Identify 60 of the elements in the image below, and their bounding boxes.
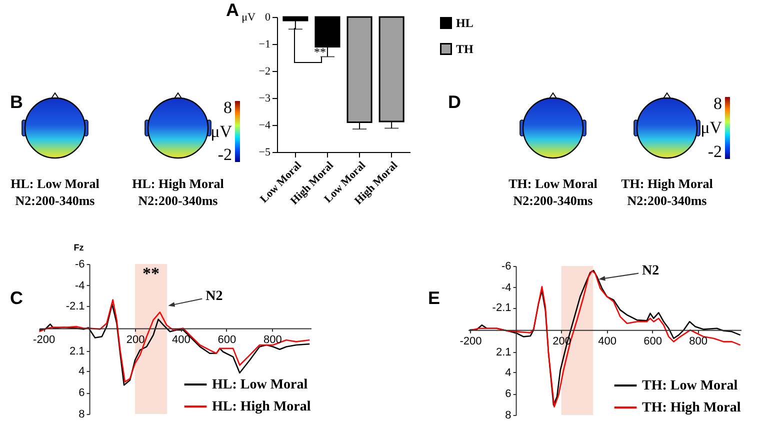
legend-label: HL [456,16,474,30]
x-tick-label: -200 [33,334,56,346]
x-tick-label: -200 [460,335,482,348]
y-axis-title: Fz [74,242,84,252]
y-tick-label: 0 [265,12,271,24]
y-tick-label: 6 [505,388,512,400]
y-tick-label: −5 [258,146,271,158]
text: μV [700,118,722,138]
text: N2:200-340ms [14,193,96,209]
y-tick-label: 4 [505,366,512,379]
x-tick-label: 800 [263,334,282,346]
legend-label: TH: High Moral [642,400,741,416]
text: B [10,92,23,113]
x-tick-label: 400 [172,334,190,346]
text: 8 [714,94,722,114]
y-tick-label: 2.1 [496,346,512,359]
annotation: ** [142,264,160,283]
y-tick-label: -4 [75,280,85,292]
y-tick-label: 2.1 [69,345,85,358]
x-tick-label: 600 [644,335,662,348]
y-tick-label: -6 [501,260,512,272]
text: TH: High Moral [620,176,714,192]
y-tick-label: -6 [75,258,85,270]
y-axis-title: μV [242,12,256,24]
text: D [448,92,461,113]
y-tick-label: -4 [501,282,512,294]
legend-label: TH: Low Moral [642,378,738,394]
x-tick-label: 800 [689,335,708,348]
y-tick-label: 4 [78,366,85,378]
text: 8 [224,98,232,118]
text: μV [210,122,232,142]
text: N2:200-340ms [626,193,708,209]
chart-title: A [226,0,239,21]
text: N2:200-340ms [137,193,219,209]
y-tick-label: 8 [505,410,512,422]
legend-label: HL: High Moral [212,400,311,414]
x-tick-label: 200 [126,334,145,346]
annotation: N2 [206,288,223,304]
text: HL: High Moral [131,176,225,192]
y-tick-label: 8 [78,408,85,420]
text: E [428,288,440,309]
legend-label: TH [456,42,474,56]
text: -2 [218,144,232,165]
text: -2 [708,142,722,162]
y-tick-label: −4 [258,120,271,132]
annotation: ** [314,45,326,60]
y-tick-label: −3 [258,92,271,104]
legend-label: HL: Low Moral [212,378,308,392]
text: N2:200-340ms [512,193,594,209]
text: HL: Low Moral [10,176,100,192]
text: C [10,288,23,309]
text: TH: Low Moral [508,176,598,192]
x-tick-label: 600 [218,334,236,346]
annotation: N2 [642,263,660,278]
x-tick-label: 400 [598,335,616,348]
y-tick-label: -2.1 [492,302,512,314]
y-tick-label: -2.1 [66,300,85,312]
y-tick-label: 6 [78,387,85,400]
y-tick-label: −2 [258,66,270,78]
y-tick-label: −1 [258,38,270,50]
